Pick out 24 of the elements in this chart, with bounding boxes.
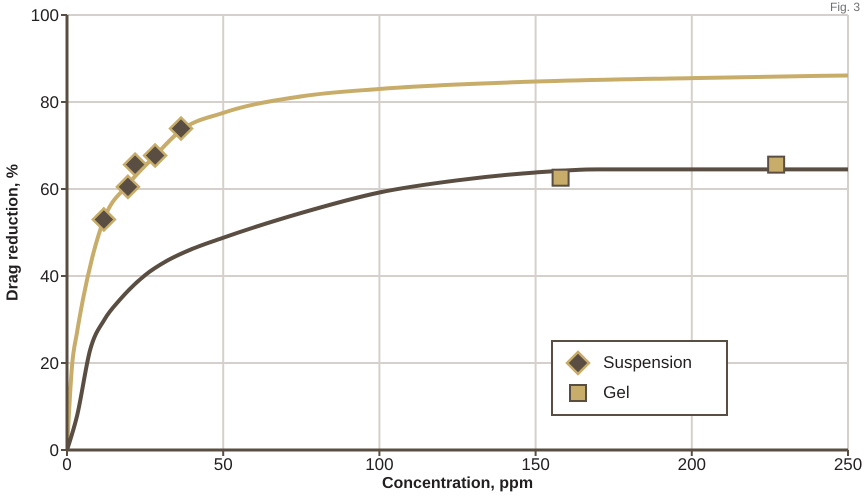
y-tick-label: 0 [50,441,59,460]
point [92,207,116,232]
x-tick-label: 150 [521,455,550,474]
legend-label: Gel [603,383,630,403]
x-tick-label: 250 [834,455,862,474]
y-tick-label: 100 [30,6,59,26]
x-tick-label: 200 [678,455,706,474]
x-tick-label: 0 [62,455,72,474]
x-tick-label: 50 [214,455,233,474]
y-tick-label: 60 [40,180,59,200]
point [168,116,194,141]
point [767,156,786,174]
legend-label: Suspension [603,353,692,373]
point [552,168,570,187]
point [116,174,140,200]
point [142,143,168,168]
y-tick-label: 40 [40,267,59,286]
x-tick-label: 100 [365,455,394,474]
caption: Fig. 3 [830,0,860,14]
x-axis-title: Concentration, ppm [382,475,534,492]
y-axis-title: Drag reduction, % [4,164,22,301]
y-tick-label: 20 [40,354,59,374]
y-tick-label: 80 [40,93,59,112]
point [122,152,148,177]
